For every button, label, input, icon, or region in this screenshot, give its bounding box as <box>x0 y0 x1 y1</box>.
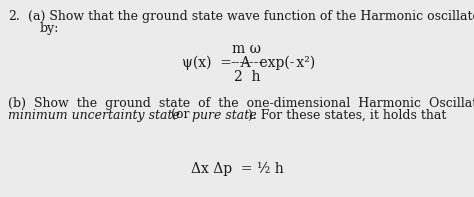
Text: pure state: pure state <box>192 109 256 122</box>
Text: 2.: 2. <box>8 10 20 23</box>
Text: ). For these states, it holds that: ). For these states, it holds that <box>248 109 447 122</box>
Text: -------: ------- <box>230 56 264 70</box>
Text: (b)  Show  the  ground  state  of  the  one-dimensional  Harmonic  Oscillator  i: (b) Show the ground state of the one-dim… <box>8 97 474 110</box>
Text: (or: (or <box>167 109 193 122</box>
Text: by:: by: <box>40 22 59 35</box>
Text: m ω: m ω <box>233 42 262 56</box>
Text: (a) Show that the ground state wave function of the Harmonic oscillator is given: (a) Show that the ground state wave func… <box>28 10 474 23</box>
Text: 2  h: 2 h <box>234 70 260 84</box>
Text: x²): x²) <box>292 56 315 70</box>
Text: minimum uncertainty state: minimum uncertainty state <box>8 109 180 122</box>
Text: Δx Δp  = ½ h: Δx Δp = ½ h <box>191 162 283 176</box>
Text: ψ(x)  =  A  exp(-: ψ(x) = A exp(- <box>182 56 294 70</box>
